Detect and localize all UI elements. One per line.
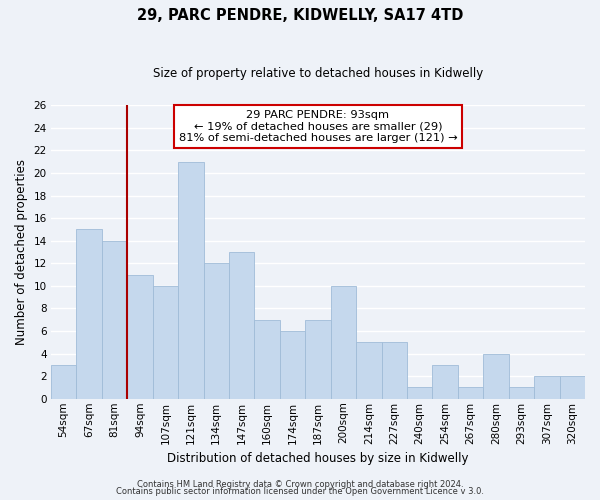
Bar	[458, 388, 483, 399]
Bar	[433, 365, 458, 399]
Text: Contains public sector information licensed under the Open Government Licence v : Contains public sector information licen…	[116, 487, 484, 496]
Bar	[534, 376, 560, 399]
Bar	[229, 252, 254, 399]
Bar	[509, 388, 534, 399]
Bar	[356, 342, 382, 399]
Bar	[254, 320, 280, 399]
Bar	[178, 162, 203, 399]
Bar	[51, 365, 76, 399]
Bar	[560, 376, 585, 399]
X-axis label: Distribution of detached houses by size in Kidwelly: Distribution of detached houses by size …	[167, 452, 469, 465]
Bar	[76, 230, 102, 399]
Y-axis label: Number of detached properties: Number of detached properties	[15, 159, 28, 345]
Bar	[280, 331, 305, 399]
Title: Size of property relative to detached houses in Kidwelly: Size of property relative to detached ho…	[153, 68, 483, 80]
Bar	[203, 264, 229, 399]
Bar	[152, 286, 178, 399]
Bar	[407, 388, 433, 399]
Bar	[483, 354, 509, 399]
Text: Contains HM Land Registry data © Crown copyright and database right 2024.: Contains HM Land Registry data © Crown c…	[137, 480, 463, 489]
Text: 29 PARC PENDRE: 93sqm
← 19% of detached houses are smaller (29)
81% of semi-deta: 29 PARC PENDRE: 93sqm ← 19% of detached …	[179, 110, 457, 143]
Bar	[331, 286, 356, 399]
Bar	[127, 274, 152, 399]
Bar	[305, 320, 331, 399]
Text: 29, PARC PENDRE, KIDWELLY, SA17 4TD: 29, PARC PENDRE, KIDWELLY, SA17 4TD	[137, 8, 463, 22]
Bar	[382, 342, 407, 399]
Bar	[102, 240, 127, 399]
